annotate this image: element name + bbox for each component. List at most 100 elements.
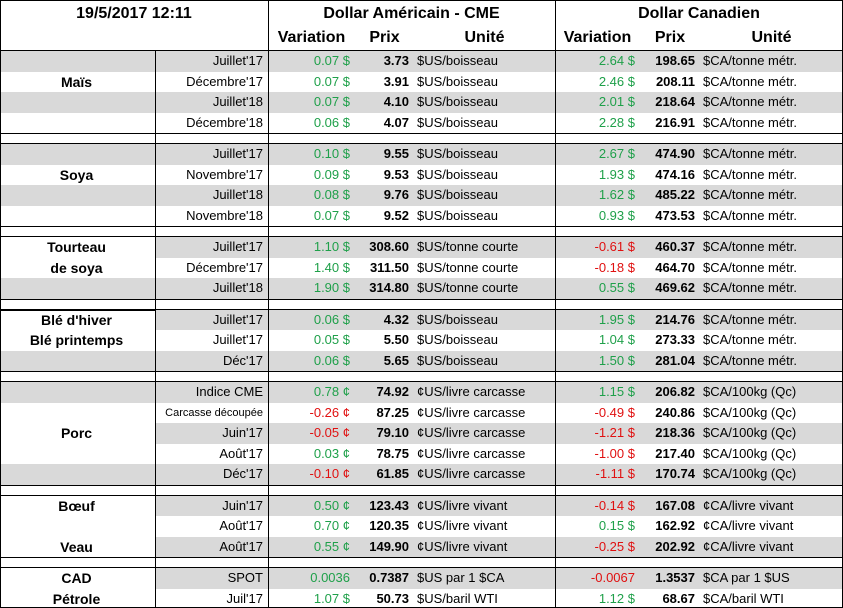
cad-var: -0.18 $ [594, 259, 635, 275]
cad-price: 273.33 [655, 332, 695, 347]
row-shade [155, 237, 843, 258]
cad-unit: $CA/tonne métr. [703, 207, 797, 223]
usd-var: 0.08 $ [313, 187, 350, 202]
contract: Août'17 [219, 538, 263, 554]
cad-var: -1.00 $ [594, 445, 635, 461]
usd-unit: $US/boisseau [417, 166, 498, 182]
cad-price: 1.3537 [655, 570, 695, 585]
usd-price: 3.91 [383, 73, 409, 89]
cad-price: 68.67 [662, 590, 695, 606]
commodity-label: Blé printemps [29, 332, 124, 348]
cad-var: -0.61 $ [594, 239, 635, 254]
usd-price: 61.85 [376, 466, 409, 481]
cad-var: -1.11 $ [595, 466, 635, 481]
commodity-label: de soya [50, 259, 103, 276]
usd-unit: $US/boisseau [417, 114, 498, 130]
contract: Juillet'18 [212, 94, 263, 109]
cad-var: -0.14 $ [594, 497, 635, 513]
cad-price: 473.53 [655, 207, 695, 223]
row-shade [155, 568, 843, 589]
usd-unit: $US par 1 $CA [417, 570, 505, 585]
usd-unit: $US/tonne courte [417, 259, 519, 275]
cad-var: 1.04 $ [598, 332, 635, 347]
usd-unit: $US/boisseau [417, 94, 498, 109]
cad-unit: $CA/100kg (Qc) [703, 384, 797, 399]
commodity-label: Blé d'hiver [40, 311, 113, 328]
usd-unit: ¢US/livre carcasse [417, 404, 526, 420]
cad-unit: ¢CA/livre vivant [703, 518, 794, 533]
cad-var: 1.95 $ [598, 311, 635, 327]
usd-unit: $US/boisseau [417, 146, 498, 161]
usd-unit: ¢US/livre carcasse [417, 384, 526, 399]
commodity-label: Soya [59, 166, 94, 183]
column-header: Prix [369, 29, 400, 46]
contract: Novembre'17 [186, 166, 263, 182]
cad-price: 218.36 [655, 425, 695, 440]
cad-unit: $CA/tonne métr. [703, 166, 797, 182]
cad-unit: $CA/100kg (Qc) [703, 445, 797, 461]
section-rule [0, 143, 843, 144]
cad-var: -1.21 $ [594, 425, 635, 440]
commodity-label: Veau [60, 538, 93, 555]
contract: Août'17 [219, 445, 263, 461]
usd-var: 0.07 $ [313, 207, 350, 223]
usd-var: 1.90 $ [313, 280, 350, 295]
cad-price: 214.76 [655, 311, 695, 327]
cad-unit: $CA/tonne métr. [703, 146, 797, 161]
cad-title: Dollar Canadien [638, 5, 760, 22]
usd-var: 0.55 ¢ [313, 538, 350, 554]
cad-var: 2.46 $ [598, 73, 635, 89]
usd-unit: $US/baril WTI [417, 590, 498, 606]
cad-unit: $CA/100kg (Qc) [703, 404, 797, 420]
contract: Août'17 [219, 518, 263, 533]
usd-price: 311.50 [369, 259, 409, 275]
cad-var: -0.25 $ [594, 538, 635, 554]
row-shade [155, 423, 843, 444]
commodity-label: Porc [60, 425, 93, 441]
usd-unit: $US/boisseau [417, 207, 498, 223]
usd-var: 0.70 ¢ [313, 518, 350, 533]
usd-var: 0.06 $ [313, 114, 350, 130]
usd-var: 1.40 $ [313, 259, 350, 275]
usd-unit: $US/boisseau [417, 73, 498, 89]
cad-price: 206.82 [655, 384, 695, 399]
usd-price: 9.52 [383, 207, 409, 223]
usd-price: 5.65 [383, 352, 409, 368]
cad-var: 1.50 $ [598, 352, 635, 368]
usd-unit: ¢US/livre carcasse [417, 445, 526, 461]
section-rule [0, 484, 843, 486]
column-rule [555, 0, 556, 608]
cad-unit: $CA/tonne métr. [703, 352, 797, 368]
cad-price: 198.65 [655, 53, 695, 68]
contract: Juil'17 [226, 590, 263, 606]
cad-unit: $CA/tonne métr. [703, 280, 797, 295]
usd-unit: $US/tonne courte [417, 239, 519, 254]
usd-price: 4.07 [383, 114, 409, 130]
row-shade [0, 278, 843, 299]
cad-var: 2.67 $ [598, 146, 635, 161]
usd-var: 0.10 $ [313, 146, 350, 161]
cad-unit: $CA/tonne métr. [703, 259, 797, 275]
usd-price: 9.55 [383, 146, 409, 161]
contract: Décembre'17 [186, 259, 263, 275]
row-shade [155, 309, 843, 330]
cad-price: 464.70 [655, 259, 695, 275]
column-rule [155, 50, 156, 608]
usd-price: 79.10 [376, 425, 409, 440]
column-rule [0, 0, 1, 608]
cad-price: 170.74 [655, 466, 695, 481]
contract: Carcasse découpée [165, 406, 263, 419]
usd-unit: $US/tonne courte [417, 280, 519, 295]
usd-unit: $US/boisseau [417, 352, 498, 368]
contract: Juillet'17 [212, 239, 263, 254]
section-rule [0, 298, 843, 300]
contract: Décembre'18 [186, 114, 263, 130]
cad-unit: $CA/tonne métr. [703, 239, 797, 254]
section-rule [0, 381, 843, 382]
commodity-label: Tourteau [47, 239, 106, 255]
commodity-label: Maïs [60, 73, 93, 90]
usd-var: 0.06 $ [313, 311, 350, 327]
cad-unit: $CA/tonne métr. [703, 94, 797, 109]
usd-title: Dollar Américain - CME [323, 5, 500, 22]
row-shade [0, 185, 843, 206]
